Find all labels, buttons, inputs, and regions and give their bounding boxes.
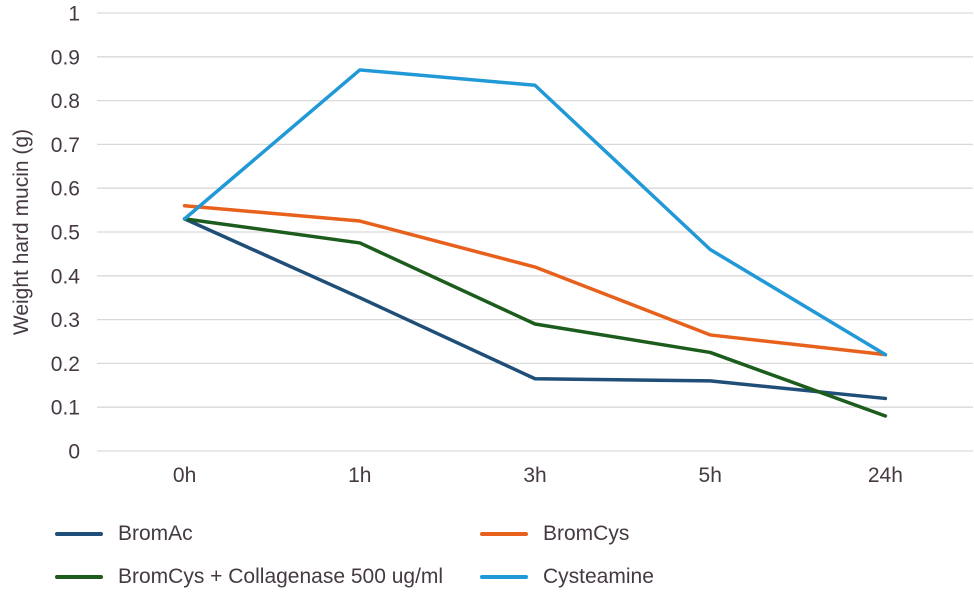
y-tick-label: 0.8 bbox=[51, 90, 80, 113]
legend-item-cysteamine: Cysteamine bbox=[480, 565, 654, 589]
legend-label-bromac: BromAc bbox=[118, 522, 193, 545]
y-tick-label: 0.2 bbox=[51, 353, 80, 376]
y-axis-title: Weight hard mucin (g) bbox=[10, 128, 33, 336]
cysteamine-line-swatch-icon bbox=[480, 575, 528, 579]
y-tick-label: 0.7 bbox=[51, 134, 80, 157]
legend-item-bromcys-collagenase: BromCys + Collagenase 500 ug/ml bbox=[55, 565, 480, 589]
series-line-3 bbox=[182, 68, 888, 357]
legend-item-bromcys: BromCys bbox=[480, 522, 654, 546]
legend-item-bromac: BromAc bbox=[55, 522, 480, 546]
legend-label-bromcys-collagenase: BromCys + Collagenase 500 ug/ml bbox=[118, 565, 444, 588]
x-tick-label: 24h bbox=[868, 464, 903, 487]
bromcys-collagenase-line-swatch-icon bbox=[55, 575, 103, 579]
series-line-1 bbox=[182, 203, 888, 357]
series-line-2 bbox=[182, 217, 888, 418]
y-tick-label: 0.9 bbox=[51, 46, 80, 69]
chart-legend: BromAc BromCys BromCys + Collagenase 500… bbox=[55, 522, 654, 589]
line-chart-plot-area: 0 0.1 0.2 0.3 0.4 0.5 0.6 0.7 0.8 0.9 1 0h 1h 3h 5h 24h bbox=[51, 3, 973, 487]
y-tick-label: 0.6 bbox=[51, 178, 80, 201]
y-tick-label: 0.4 bbox=[51, 265, 81, 288]
y-tick-label: 0.1 bbox=[51, 397, 80, 420]
series-line-0 bbox=[182, 217, 888, 401]
y-tick-label: 0 bbox=[68, 441, 80, 464]
legend-label-bromcys: BromCys bbox=[543, 522, 630, 545]
y-tick-label: 1 bbox=[68, 3, 80, 26]
x-tick-label: 5h bbox=[699, 464, 722, 487]
bromcys-line-swatch-icon bbox=[480, 532, 528, 536]
bromac-line-swatch-icon bbox=[55, 532, 103, 536]
y-tick-label: 0.3 bbox=[51, 309, 80, 332]
x-tick-label: 0h bbox=[173, 464, 196, 487]
x-tick-label: 1h bbox=[348, 464, 371, 487]
y-tick-label: 0.5 bbox=[51, 222, 80, 245]
legend-label-cysteamine: Cysteamine bbox=[543, 565, 654, 588]
x-tick-label: 3h bbox=[523, 464, 546, 487]
